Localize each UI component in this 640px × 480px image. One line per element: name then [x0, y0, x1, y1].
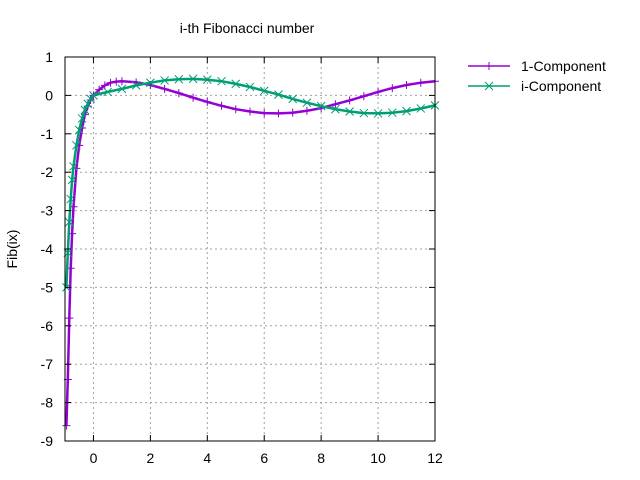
data-point — [117, 77, 126, 86]
data-point — [174, 74, 184, 84]
data-point — [231, 105, 240, 114]
data-point — [274, 109, 283, 118]
data-point — [374, 87, 383, 96]
data-point — [67, 175, 77, 185]
data-point — [416, 78, 425, 87]
data-point — [174, 89, 183, 98]
y-tick-label: -1 — [41, 126, 54, 142]
series-line — [65, 79, 436, 426]
data-point — [288, 108, 297, 117]
data-point — [259, 86, 269, 96]
data-point — [331, 104, 340, 114]
data-point — [316, 101, 326, 111]
plot-frame — [64, 56, 436, 442]
data-point — [345, 107, 354, 116]
data-point — [189, 93, 198, 102]
data-point — [373, 109, 383, 118]
data-point — [402, 81, 411, 90]
y-tick-label: 1 — [45, 49, 53, 65]
data-point — [217, 101, 226, 110]
data-point — [131, 81, 141, 90]
legend-item: 1-Component — [468, 58, 606, 74]
legend-item: i-Component — [468, 78, 601, 94]
data-point — [160, 84, 169, 93]
chart-title: i-th Fibonacci number — [180, 20, 315, 36]
series-line — [65, 77, 436, 288]
x-tick-label: 6 — [260, 450, 268, 466]
data-point — [83, 99, 93, 109]
data-point — [331, 100, 340, 109]
data-point — [359, 108, 369, 118]
data-point — [188, 74, 198, 84]
data-point — [160, 76, 169, 85]
data-point — [74, 125, 84, 135]
data-point — [416, 104, 426, 113]
y-tick-label: -9 — [41, 433, 54, 449]
y-axis-label: Fib(ix) — [4, 230, 20, 269]
data-point — [231, 79, 241, 89]
series-one-component — [62, 77, 439, 430]
x-tick-label: 2 — [146, 450, 154, 466]
y-tick-label: -6 — [41, 318, 54, 334]
data-point — [89, 91, 98, 100]
data-point — [62, 421, 71, 430]
y-tick-label: -5 — [41, 279, 54, 295]
data-point — [260, 109, 269, 118]
x-tick-label: 12 — [427, 450, 443, 466]
data-point — [359, 92, 368, 101]
data-point — [345, 96, 354, 105]
data-point — [66, 194, 76, 204]
data-point — [402, 106, 411, 116]
y-tick-label: -3 — [41, 203, 54, 219]
x-tick-label: 4 — [203, 450, 211, 466]
y-tick-label: -8 — [41, 395, 54, 411]
data-point — [65, 314, 74, 323]
series-i-component — [62, 74, 440, 292]
legend-marker — [485, 62, 493, 70]
data-point — [103, 87, 113, 97]
data-point — [64, 217, 74, 227]
data-point — [117, 84, 127, 94]
x-tick-label: 0 — [90, 450, 98, 466]
legend: 1-Component i-Component — [468, 58, 606, 94]
y-tick-label: -7 — [41, 356, 54, 372]
legend-label: 1-Component — [521, 58, 606, 74]
data-point — [288, 94, 298, 104]
data-point — [106, 78, 115, 87]
data-point — [388, 84, 397, 93]
data-point — [100, 81, 109, 90]
x-tick-label: 10 — [370, 450, 386, 466]
data-point — [95, 85, 104, 94]
data-point — [77, 114, 87, 123]
x-tick-label: 8 — [317, 450, 325, 466]
data-point — [302, 98, 312, 108]
y-tick-label: 0 — [45, 87, 53, 103]
y-tick-label: -4 — [41, 241, 54, 257]
data-point — [302, 106, 311, 115]
legend-marker — [484, 81, 494, 91]
plot-series — [62, 74, 440, 430]
data-point — [387, 108, 397, 118]
data-point — [203, 97, 212, 106]
data-point — [80, 105, 90, 115]
legend-label: i-Component — [521, 78, 601, 94]
data-point — [245, 82, 255, 92]
y-tick-label: -2 — [41, 164, 54, 180]
data-point — [217, 76, 226, 86]
data-point — [146, 78, 155, 88]
data-point — [274, 90, 283, 99]
data-point — [246, 107, 254, 116]
data-point — [69, 162, 78, 171]
data-point — [202, 75, 212, 85]
data-point — [72, 140, 81, 150]
